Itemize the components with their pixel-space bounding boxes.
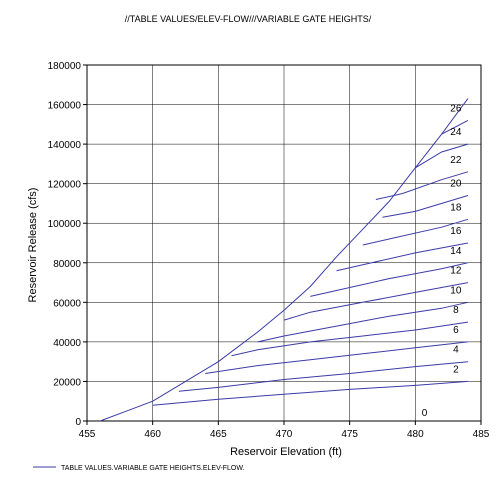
series (99, 98, 469, 422)
gate-curve-8 (231, 321, 468, 357)
x-tick-label: 475 (341, 429, 358, 440)
x-tick-label: 485 (473, 429, 490, 440)
gate-curve-label-12: 12 (450, 266, 462, 277)
x-tick-label: 455 (79, 429, 96, 440)
gate-curve-12 (283, 282, 468, 321)
gate-curve-label-8: 8 (453, 305, 459, 316)
legend: TABLE VALUES.VARIABLE GATE HEIGHTS.ELEV-… (33, 465, 245, 472)
legend-label: TABLE VALUES.VARIABLE GATE HEIGHTS.ELEV-… (61, 465, 245, 472)
gate-curve-label-4: 4 (453, 345, 459, 356)
gate-curve-label-18: 18 (450, 202, 462, 213)
y-tick-label: 180000 (48, 61, 82, 72)
y-tick-label: 120000 (48, 180, 82, 191)
gate-curve-label-2: 2 (453, 364, 459, 375)
gate-curve-label-10: 10 (450, 285, 462, 296)
gate-curve-10 (257, 301, 469, 343)
y-tick-label: 60000 (53, 298, 81, 309)
gate-curve-16 (336, 242, 468, 272)
x-tick-label: 480 (407, 429, 424, 440)
y-tick-label: 20000 (53, 377, 81, 388)
y-tick-label: 80000 (53, 259, 81, 270)
gate-curve-label-0: 0 (422, 408, 428, 419)
gate-curve-22 (375, 171, 469, 200)
grid (87, 65, 481, 421)
y-tick-label: 140000 (48, 140, 82, 151)
y-tick-label: 0 (75, 417, 81, 428)
y-tick-label: 100000 (48, 219, 82, 230)
y-tick-labels: 0 20000 40000 60000 80000 100000 120000 140000 1… (48, 61, 87, 428)
x-tick-label: 460 (144, 429, 161, 440)
y-axis-label: Reservoir Release (cfs) (27, 188, 39, 303)
y-tick-label: 40000 (53, 338, 81, 349)
gate-curve-label-6: 6 (453, 325, 459, 336)
gate-curve-20 (382, 195, 469, 218)
gate-curve-14 (310, 262, 469, 297)
gate-curve-2 (152, 380, 468, 406)
x-axis-label: Reservoir Elevation (ft) (230, 446, 342, 458)
gate-curve-label-20: 20 (450, 179, 462, 190)
gate-curve-18 (362, 218, 469, 246)
x-tick-label: 465 (210, 429, 227, 440)
gate-curve-26 (441, 119, 469, 135)
chart-title: //TABLE VALUES/ELEV-FLOW///VARIABLE GATE… (125, 14, 372, 24)
gate-curve-4 (178, 361, 468, 392)
gate-curve-label-16: 16 (450, 226, 462, 237)
gate-curve-label-24: 24 (450, 127, 462, 138)
gate-curve-24 (415, 143, 469, 169)
y-tick-label: 160000 (48, 101, 82, 112)
gate-curve-label-22: 22 (450, 155, 462, 166)
gate-curve-label-14: 14 (450, 246, 462, 257)
gate-curve-label-26: 26 (450, 103, 462, 114)
x-tick-label: 470 (276, 429, 293, 440)
gate-curve-6 (205, 341, 468, 374)
x-tick-labels: 455 460 465 470 475 480 485 (79, 421, 490, 440)
